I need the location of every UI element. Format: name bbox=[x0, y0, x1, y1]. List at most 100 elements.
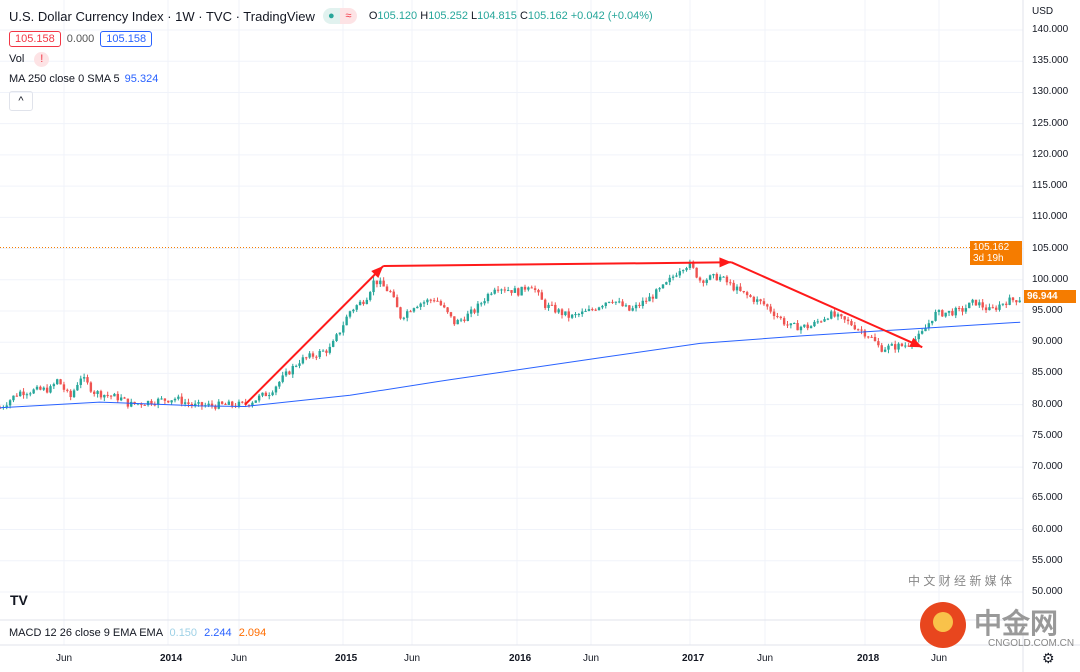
ma-label[interactable]: MA 250 close 0 SMA 5 bbox=[9, 73, 120, 85]
candle-body bbox=[443, 305, 446, 308]
candle-body bbox=[584, 310, 587, 312]
candle-body bbox=[937, 310, 941, 312]
price-tick: 95.000 bbox=[1032, 304, 1063, 316]
candle-body bbox=[729, 282, 732, 284]
candle-body bbox=[281, 375, 284, 382]
candle-body bbox=[984, 307, 988, 311]
candle-body bbox=[362, 301, 365, 305]
candle-body bbox=[89, 382, 93, 392]
candle-body bbox=[793, 323, 796, 325]
candle-body bbox=[432, 300, 436, 302]
settings-gear-icon[interactable]: ⚙ bbox=[1042, 650, 1055, 666]
candle-body bbox=[836, 314, 840, 317]
candle-body bbox=[1008, 297, 1011, 305]
candle-body bbox=[796, 323, 799, 331]
tradingview-logo[interactable]: TV bbox=[10, 592, 28, 608]
candle-body bbox=[348, 311, 352, 317]
price-tick: 55.000 bbox=[1032, 554, 1063, 566]
candle-body bbox=[183, 402, 187, 404]
candle-body bbox=[631, 308, 634, 311]
candle-body bbox=[655, 289, 658, 299]
symbol-title[interactable]: U.S. Dollar Currency Index · 1W · TVC · … bbox=[9, 8, 315, 24]
candle-body bbox=[799, 326, 803, 331]
candle-body bbox=[298, 363, 301, 366]
candle-body bbox=[5, 405, 8, 407]
candle-body bbox=[59, 379, 62, 385]
bar-countdown: 3d 19h bbox=[973, 253, 1004, 264]
status-pill[interactable]: ● ≈ bbox=[322, 8, 357, 24]
candle-body bbox=[126, 398, 130, 407]
candle-body bbox=[819, 321, 823, 323]
collapse-legend-button[interactable]: ^ bbox=[9, 91, 33, 111]
currency-label[interactable]: USD bbox=[1032, 6, 1054, 17]
candle-body bbox=[177, 396, 180, 399]
candle-body bbox=[1015, 300, 1018, 303]
candle-body bbox=[153, 404, 157, 406]
candle-body bbox=[634, 304, 638, 309]
candle-body bbox=[904, 345, 907, 347]
sell-button[interactable]: 105.158 bbox=[9, 31, 61, 47]
market-open-dot-icon: ● bbox=[322, 8, 340, 24]
candle-body bbox=[756, 299, 759, 302]
candle-body bbox=[695, 267, 698, 278]
candle-body bbox=[193, 403, 197, 406]
candle-body bbox=[241, 401, 244, 403]
macd-label[interactable]: MACD 12 26 close 9 EMA EMA bbox=[9, 627, 163, 639]
candle-body bbox=[927, 323, 931, 329]
candle-body bbox=[406, 311, 409, 318]
candle-body bbox=[735, 286, 739, 291]
candle-body bbox=[803, 324, 806, 327]
candle-body bbox=[954, 307, 957, 316]
candle-body bbox=[278, 381, 281, 387]
candle-body bbox=[311, 353, 315, 357]
candle-body bbox=[917, 333, 920, 340]
candle-body bbox=[493, 289, 496, 294]
candle-body bbox=[342, 325, 345, 333]
price-tick: 130.000 bbox=[1032, 86, 1069, 98]
price-tick: 115.000 bbox=[1032, 180, 1068, 192]
candle-body bbox=[385, 286, 389, 292]
candle-body bbox=[567, 311, 570, 318]
candle-body bbox=[587, 309, 591, 311]
candle-body bbox=[45, 387, 49, 393]
drawn-arrows[interactable] bbox=[244, 257, 923, 406]
candle-body bbox=[789, 323, 793, 326]
candle-body bbox=[607, 301, 611, 303]
candle-body bbox=[712, 274, 715, 276]
vol-label[interactable]: Vol bbox=[9, 53, 25, 65]
candle-body bbox=[749, 295, 752, 297]
candle-body bbox=[560, 309, 564, 316]
candle-body bbox=[130, 401, 133, 407]
warning-icon[interactable]: ! bbox=[34, 51, 50, 67]
candle-body bbox=[554, 304, 557, 313]
candle-body bbox=[150, 400, 153, 405]
candle-body bbox=[231, 401, 234, 406]
candle-body bbox=[180, 396, 183, 404]
candle-body bbox=[22, 391, 25, 396]
candle-body bbox=[402, 317, 406, 319]
candle-body bbox=[668, 277, 671, 283]
candle-body bbox=[988, 307, 991, 311]
price-tick: 65.000 bbox=[1032, 492, 1063, 504]
candle-body bbox=[375, 280, 379, 285]
candle-body bbox=[39, 386, 42, 390]
buy-button[interactable]: 105.158 bbox=[100, 31, 153, 47]
candle-body bbox=[621, 301, 624, 307]
candle-body bbox=[867, 336, 870, 338]
candle-body bbox=[412, 308, 416, 312]
candle-body bbox=[483, 301, 486, 304]
candle-body bbox=[315, 356, 318, 358]
ohlc-values: O105.120 H105.252 L104.815 C105.162 +0.0… bbox=[368, 10, 653, 22]
candle-body bbox=[56, 379, 59, 385]
time-tick: 2018 bbox=[857, 653, 880, 664]
time-tick: Jun bbox=[231, 653, 248, 664]
candle-body bbox=[702, 280, 705, 283]
candle-body bbox=[661, 284, 665, 289]
candle-body bbox=[123, 397, 126, 399]
candle-body bbox=[18, 391, 22, 397]
candle-body bbox=[399, 307, 402, 319]
candle-body bbox=[644, 300, 648, 302]
candle-body bbox=[62, 384, 66, 390]
candle-body bbox=[974, 299, 978, 306]
